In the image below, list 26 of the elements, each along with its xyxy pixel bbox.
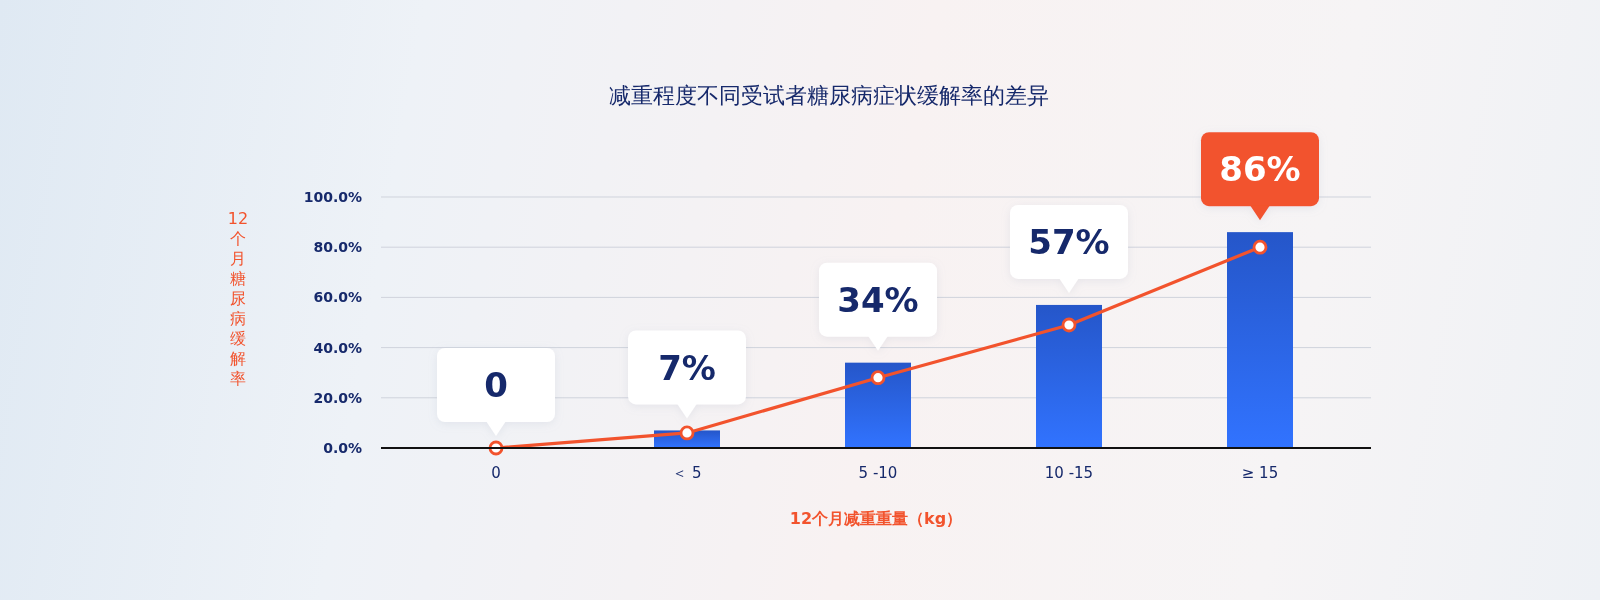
data-label: 7% [658,347,716,388]
chart-title: 减重程度不同受试者糖尿病症状缓解率的差异 [609,83,1049,108]
x-axis-title: 12个月减重重量（kg） [789,509,963,528]
bar [1227,232,1293,448]
bar [1036,304,1102,448]
y-tick-label: 20.0% [313,389,362,406]
data-label: 34% [837,279,919,320]
point [1252,239,1268,255]
y-tick-label: 40.0% [313,339,362,356]
x-tick-label: ＜ 5 [672,464,702,482]
x-tick-label: ≥ 15 [1241,464,1279,482]
data-label: 86% [1219,149,1301,190]
point [870,370,886,386]
x-tick-label: 5 -10 [858,464,898,482]
data-label: 57% [1028,222,1110,263]
x-tick-label: 10 -15 [1044,464,1094,482]
y-tick-label: 60.0% [313,289,362,306]
point [1061,317,1077,333]
y-tick-label: 0.0% [323,439,362,456]
y-tick-label: 100.0% [303,188,362,205]
x-tick-label: 0 [491,464,501,482]
text: 12个月糖尿病缓解率 [227,209,249,388]
bar [845,362,911,448]
data-label: 0 [484,365,508,406]
point [679,425,695,441]
y-tick-label: 80.0% [313,239,362,256]
